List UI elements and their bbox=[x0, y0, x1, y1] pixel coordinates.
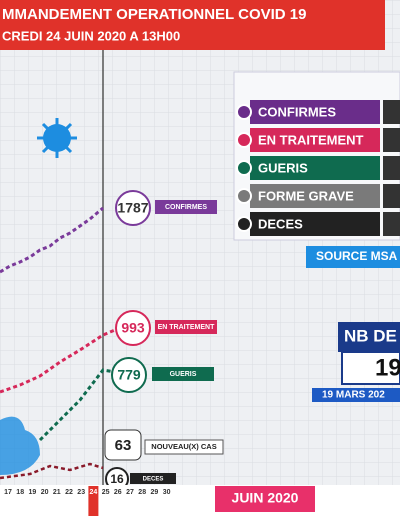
legend-value-box bbox=[383, 184, 400, 208]
day-highlight bbox=[88, 486, 99, 516]
legend-box bbox=[250, 156, 380, 180]
virus-icon bbox=[37, 118, 77, 158]
legend-value-box bbox=[383, 156, 400, 180]
nb-date: 19 MARS 202 bbox=[322, 390, 385, 401]
legend-box bbox=[250, 184, 380, 208]
day-label: 21 bbox=[53, 489, 61, 496]
source-label: SOURCE MSA bbox=[316, 249, 398, 263]
callout-value: 993 bbox=[121, 320, 145, 336]
header-title: MMANDEMENT OPERATIONNEL COVID 19 bbox=[2, 6, 306, 23]
legend-dot bbox=[236, 216, 252, 232]
callout-value: 1787 bbox=[117, 200, 148, 216]
day-label: 23 bbox=[77, 489, 85, 496]
gueris-line bbox=[38, 368, 116, 442]
callout-tag bbox=[155, 200, 217, 214]
legend-dot bbox=[236, 160, 252, 176]
nb-value-box bbox=[341, 351, 400, 385]
month-label: JUIN 2020 bbox=[232, 490, 299, 506]
source-box bbox=[306, 246, 400, 268]
legend-label: FORME GRAVE bbox=[258, 188, 354, 203]
legend-label: DECES bbox=[258, 216, 303, 231]
month-box bbox=[215, 486, 315, 512]
day-label: 28 bbox=[138, 489, 146, 496]
callout-circle bbox=[115, 310, 151, 346]
legend-dot bbox=[236, 188, 252, 204]
legend-box bbox=[250, 100, 380, 124]
callout-label: GUERIS bbox=[170, 371, 197, 378]
legend-value-box bbox=[383, 212, 400, 236]
legend-value-box bbox=[383, 100, 400, 124]
callout-tag bbox=[152, 367, 214, 381]
day-label: 22 bbox=[65, 489, 73, 496]
nb-title: NB DE bbox=[344, 326, 397, 345]
day-label: 27 bbox=[126, 489, 134, 496]
axis-strip bbox=[0, 485, 400, 516]
legend-dot bbox=[236, 104, 252, 120]
header-subtitle: CREDI 24 JUIN 2020 A 13H00 bbox=[2, 28, 180, 43]
day-label: 24 bbox=[90, 489, 98, 496]
nb-value: 19 bbox=[375, 354, 400, 381]
day-label: 26 bbox=[114, 489, 122, 496]
nb-title-box bbox=[338, 322, 400, 352]
day-label: 17 bbox=[4, 489, 12, 496]
callout-label: EN TRAITEMENT bbox=[158, 324, 216, 331]
header-banner bbox=[0, 0, 385, 50]
callout-tag bbox=[130, 473, 176, 484]
traitement-line bbox=[0, 328, 116, 394]
day-label: 29 bbox=[151, 489, 159, 496]
legend-label: GUERIS bbox=[258, 160, 308, 175]
callout-value: 16 bbox=[110, 472, 124, 486]
day-label: 30 bbox=[163, 489, 171, 496]
legend-value-box bbox=[383, 128, 400, 152]
legend-box bbox=[250, 128, 380, 152]
callout-label: DECES bbox=[143, 477, 164, 483]
callout-label: CONFIRMES bbox=[165, 204, 207, 211]
legend-box bbox=[250, 212, 380, 236]
day-label: 19 bbox=[29, 489, 37, 496]
callout-circle bbox=[111, 357, 147, 393]
callout-tag bbox=[155, 320, 217, 334]
callout-label: NOUVEAU(X) CAS bbox=[151, 442, 216, 451]
virus-icon-large bbox=[0, 416, 40, 475]
day-label: 18 bbox=[16, 489, 24, 496]
legend-dot bbox=[236, 132, 252, 148]
callout-tag bbox=[144, 439, 224, 455]
day-label: 25 bbox=[102, 489, 110, 496]
callout-box bbox=[104, 429, 142, 461]
callout-value: 779 bbox=[117, 367, 141, 383]
callout-circle bbox=[115, 190, 151, 226]
callout-value: 63 bbox=[115, 437, 132, 454]
nb-date-box bbox=[312, 388, 400, 402]
day-label: 20 bbox=[41, 489, 49, 496]
confirmes-line bbox=[0, 206, 104, 274]
legend-label: EN TRAITEMENT bbox=[258, 132, 364, 147]
legend-label: CONFIRMES bbox=[258, 104, 336, 119]
